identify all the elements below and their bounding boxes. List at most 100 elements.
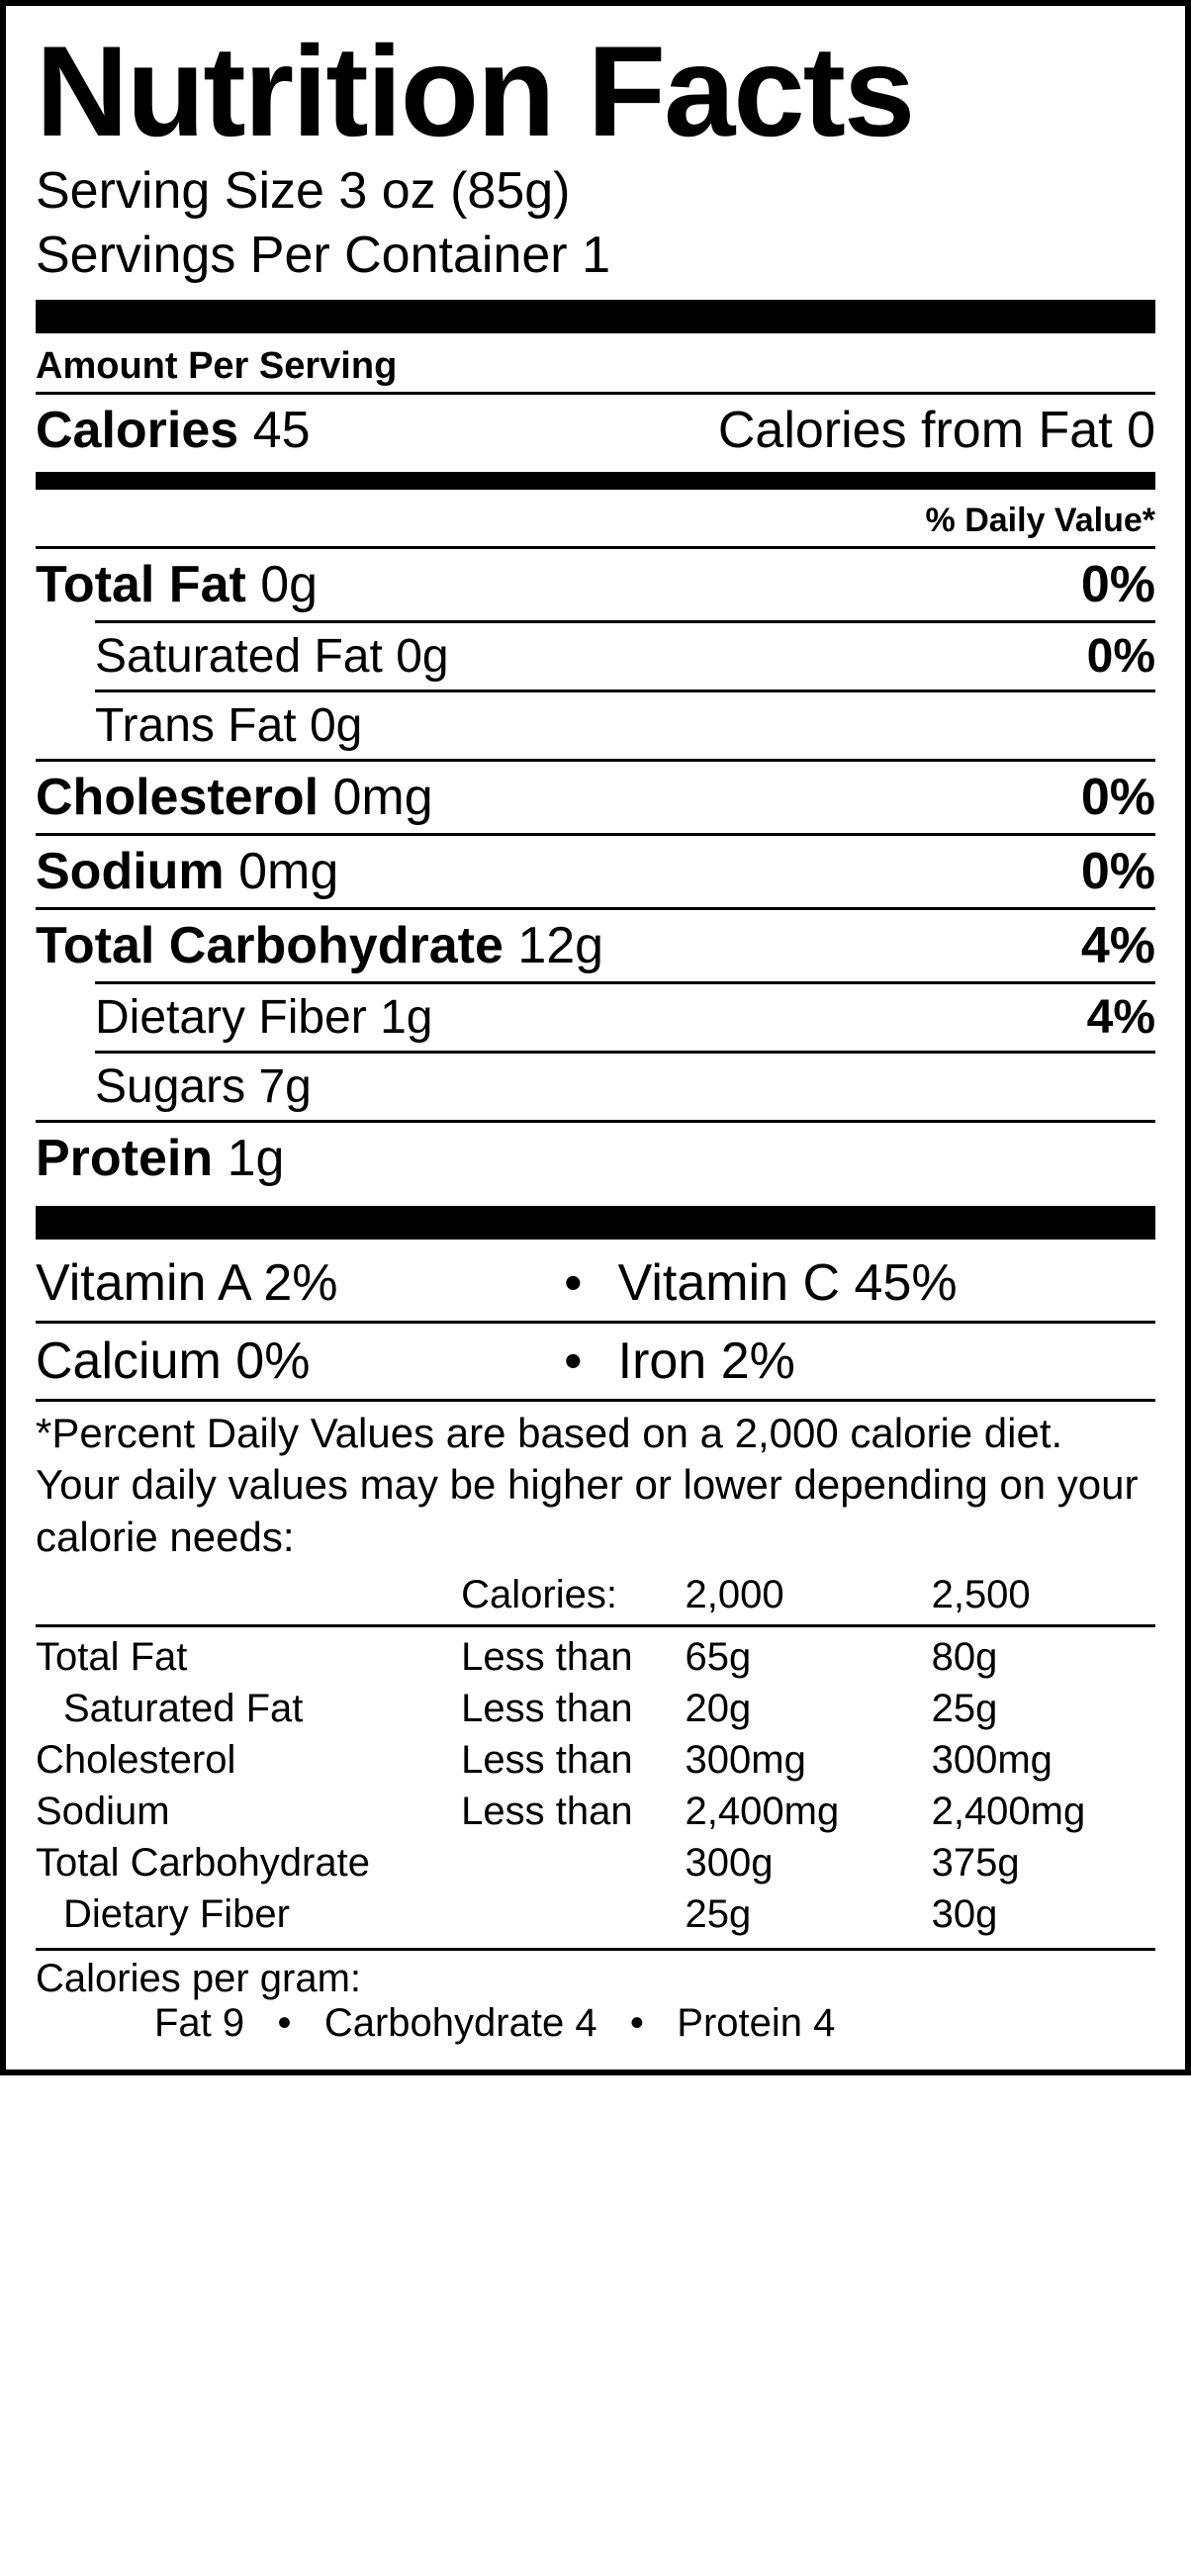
saturated-fat-label: Saturated Fat bbox=[95, 630, 383, 683]
sugars-row: Sugars 7g bbox=[95, 1051, 1155, 1120]
saturated-fat-dv: 0% bbox=[1087, 629, 1155, 684]
calories-value: 45 bbox=[253, 402, 311, 459]
sugars-value: 7g bbox=[258, 1060, 311, 1113]
sodium-value: 0mg bbox=[238, 843, 338, 900]
saturated-fat-value: 0g bbox=[396, 630, 448, 683]
calories-row: Calories 45 Calories from Fat 0 bbox=[36, 392, 1155, 466]
thin-divider bbox=[36, 1624, 1155, 1627]
trans-fat-value: 0g bbox=[310, 699, 362, 752]
guide-2500-value: 30g bbox=[932, 1888, 1155, 1940]
cpg-carb: Carbohydrate 4 bbox=[324, 2001, 597, 2045]
guide-qualifier bbox=[461, 1888, 685, 1940]
vitamin-a-label: Vitamin A bbox=[36, 1254, 249, 1312]
total-fat-dv: 0% bbox=[1081, 555, 1155, 614]
title: Nutrition Facts bbox=[36, 24, 1155, 159]
thick-divider bbox=[36, 300, 1155, 333]
calcium-value: 0% bbox=[235, 1333, 310, 1390]
calories-per-gram: Calories per gram: Fat 9 • Carbohydrate … bbox=[36, 1948, 1155, 2046]
vitamin-row-1: Vitamin A 2% • Vitamin C 45% bbox=[36, 1245, 1155, 1321]
amount-per-serving-label: Amount Per Serving bbox=[36, 339, 1155, 392]
sodium-dv: 0% bbox=[1081, 842, 1155, 901]
guide-2500-value: 2,400mg bbox=[932, 1786, 1155, 1837]
serving-size-line: Serving Size 3 oz (85g) bbox=[36, 159, 1155, 224]
total-fat-label: Total Fat bbox=[36, 556, 246, 613]
calcium-label: Calcium bbox=[36, 1333, 222, 1390]
cpg-protein: Protein 4 bbox=[677, 2001, 835, 2045]
total-carb-dv: 4% bbox=[1081, 916, 1155, 975]
calories-from-fat-value: 0 bbox=[1127, 402, 1155, 459]
guide-2000-value: 65g bbox=[686, 1631, 932, 1683]
guide-row: Dietary Fiber 25g30g bbox=[36, 1888, 1155, 1940]
dietary-fiber-value: 1g bbox=[380, 991, 432, 1044]
calories-label: Calories bbox=[36, 402, 238, 459]
servings-label: Servings Per Container bbox=[36, 227, 568, 284]
guide-qualifier bbox=[461, 1837, 685, 1888]
vitamin-a-value: 2% bbox=[263, 1254, 337, 1312]
vitamin-c-value: 45% bbox=[855, 1254, 958, 1312]
iron-label: Iron bbox=[618, 1333, 707, 1390]
guide-2000-value: 300g bbox=[686, 1837, 932, 1888]
bullet-separator: • bbox=[528, 1253, 618, 1313]
guide-nutrient: Saturated Fat bbox=[36, 1683, 461, 1734]
guide-row: Total Carbohydrate 300g375g bbox=[36, 1837, 1155, 1888]
total-carb-label: Total Carbohydrate bbox=[36, 917, 504, 974]
guide-qualifier: Less than bbox=[461, 1786, 685, 1837]
footnote-text: *Percent Daily Values are based on a 2,0… bbox=[36, 1399, 1155, 1564]
sodium-row: Sodium 0mg 0% bbox=[36, 833, 1155, 907]
saturated-fat-row: Saturated Fat 0g 0% bbox=[95, 620, 1155, 690]
guide-2500-value: 375g bbox=[932, 1837, 1155, 1888]
guide-qualifier: Less than bbox=[461, 1683, 685, 1734]
cholesterol-dv: 0% bbox=[1081, 768, 1155, 827]
guide-header-calories: Calories: bbox=[461, 1569, 685, 1620]
guide-header-2500: 2,500 bbox=[932, 1569, 1155, 1620]
guide-qualifier: Less than bbox=[461, 1734, 685, 1786]
total-fat-value: 0g bbox=[260, 556, 318, 613]
vitamin-row-2: Calcium 0% • Iron 2% bbox=[36, 1321, 1155, 1399]
guide-nutrient: Total Fat bbox=[36, 1631, 461, 1683]
vitamin-c-label: Vitamin C bbox=[618, 1254, 840, 1312]
guide-row: SodiumLess than2,400mg2,400mg bbox=[36, 1786, 1155, 1837]
thick-divider bbox=[36, 1206, 1155, 1240]
cpg-label: Calories per gram: bbox=[36, 1957, 1155, 2001]
guide-nutrient: Dietary Fiber bbox=[36, 1888, 461, 1940]
guide-nutrient: Cholesterol bbox=[36, 1734, 461, 1786]
serving-size-value: 3 oz (85g) bbox=[338, 162, 570, 220]
guide-2000-value: 300mg bbox=[686, 1734, 932, 1786]
sodium-label: Sodium bbox=[36, 843, 225, 900]
iron-value: 2% bbox=[721, 1333, 795, 1390]
guide-2500-value: 25g bbox=[932, 1683, 1155, 1734]
servings-per-container-line: Servings Per Container 1 bbox=[36, 224, 1155, 288]
bullet-separator: • bbox=[528, 1332, 618, 1391]
calorie-guide: Calories: 2,000 2,500 Total FatLess than… bbox=[36, 1569, 1155, 1940]
cholesterol-row: Cholesterol 0mg 0% bbox=[36, 759, 1155, 833]
guide-row: Total FatLess than65g80g bbox=[36, 1631, 1155, 1683]
servings-value: 1 bbox=[582, 227, 610, 284]
trans-fat-label: Trans Fat bbox=[95, 699, 297, 752]
guide-header-2000: 2,000 bbox=[686, 1569, 932, 1620]
guide-row: CholesterolLess than300mg300mg bbox=[36, 1734, 1155, 1786]
guide-row: Saturated FatLess than20g25g bbox=[36, 1683, 1155, 1734]
guide-2000-value: 25g bbox=[686, 1888, 932, 1940]
serving-size-label: Serving Size bbox=[36, 162, 324, 220]
protein-label: Protein bbox=[36, 1130, 213, 1187]
protein-value: 1g bbox=[228, 1130, 285, 1187]
dietary-fiber-dv: 4% bbox=[1087, 990, 1155, 1045]
guide-body: Total FatLess than65g80gSaturated FatLes… bbox=[36, 1631, 1155, 1940]
guide-2000-value: 20g bbox=[686, 1683, 932, 1734]
cholesterol-label: Cholesterol bbox=[36, 769, 319, 826]
dietary-fiber-label: Dietary Fiber bbox=[95, 991, 367, 1044]
daily-value-header: % Daily Value* bbox=[36, 496, 1155, 546]
sugars-label: Sugars bbox=[95, 1060, 245, 1113]
total-carb-value: 12g bbox=[517, 917, 603, 974]
total-fat-row: Total Fat 0g 0% bbox=[36, 546, 1155, 620]
nutrition-facts-label: Nutrition Facts Serving Size 3 oz (85g) … bbox=[0, 0, 1191, 2075]
dietary-fiber-row: Dietary Fiber 1g 4% bbox=[95, 981, 1155, 1051]
calories-from-fat-label: Calories from Fat bbox=[718, 402, 1113, 459]
cpg-fat: Fat 9 bbox=[154, 2001, 244, 2045]
medium-divider bbox=[36, 472, 1155, 490]
cholesterol-value: 0mg bbox=[333, 769, 433, 826]
guide-nutrient: Total Carbohydrate bbox=[36, 1837, 461, 1888]
guide-2500-value: 80g bbox=[932, 1631, 1155, 1683]
guide-qualifier: Less than bbox=[461, 1631, 685, 1683]
guide-2000-value: 2,400mg bbox=[686, 1786, 932, 1837]
